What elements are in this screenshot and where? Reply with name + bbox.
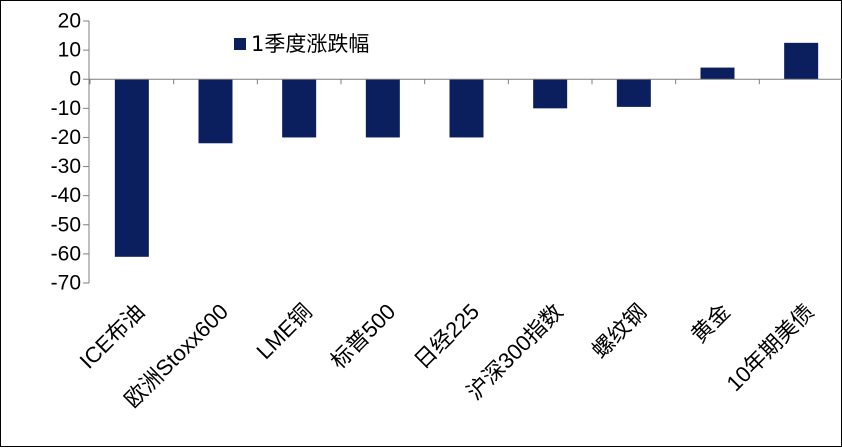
bar — [533, 79, 568, 109]
y-tick-label: -60 — [51, 242, 81, 265]
bars — [114, 42, 819, 257]
category-label: 螺纹钢 — [587, 299, 651, 363]
category-labels: ICE布油欧洲Stoxx600 LME铜 标普500 日经225沪深300指数 螺纹钢黄… — [75, 299, 819, 413]
category-label: LME铜 — [251, 299, 316, 364]
bar — [449, 79, 484, 138]
category-label: 标普500 — [326, 299, 401, 374]
y-tick-label: 10 — [58, 39, 81, 62]
x-axis — [89, 78, 842, 85]
y-tick-label: 0 — [69, 68, 81, 91]
y-tick-label: 20 — [58, 10, 81, 33]
bar — [700, 67, 735, 80]
legend-label: 1季度涨跌幅 — [251, 32, 369, 56]
y-tick-label: -30 — [51, 155, 81, 178]
bar — [616, 79, 651, 107]
y-tick-label: -50 — [51, 213, 81, 236]
legend-swatch — [234, 38, 246, 50]
y-tick-label: -40 — [51, 184, 81, 207]
bar — [198, 79, 233, 144]
legend: 1季度涨跌幅 — [234, 32, 369, 56]
bar — [114, 79, 149, 257]
category-label: 10年期美债 — [721, 299, 818, 396]
y-tick-label: -70 — [51, 272, 81, 295]
bar — [282, 79, 317, 138]
category-label: 日经225 — [409, 299, 484, 374]
category-label: ICE布油 — [75, 299, 150, 374]
y-axis: 20 10 0 -10 -20 -30 -40 -50 -60 -70 — [51, 10, 90, 295]
y-tick-label: -20 — [51, 126, 81, 149]
bar — [365, 79, 400, 138]
bar — [784, 42, 819, 80]
y-tick-label: -10 — [51, 97, 81, 120]
category-label: 黄金 — [686, 299, 735, 348]
